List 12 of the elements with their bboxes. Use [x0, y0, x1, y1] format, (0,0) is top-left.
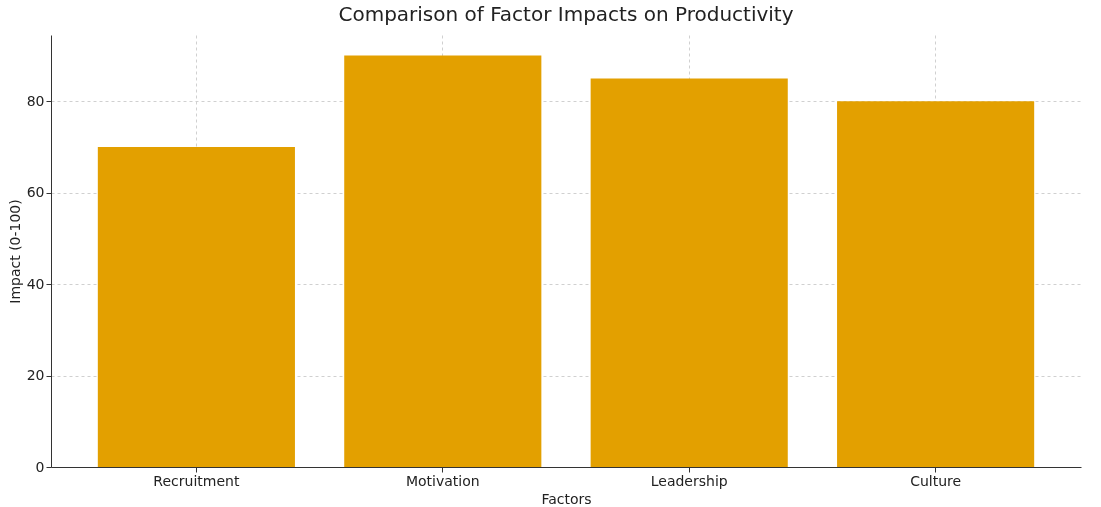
x-tick-label: Motivation	[405, 472, 480, 489]
y-tick-label: 40	[26, 275, 45, 292]
y-tick-label: 80	[26, 92, 45, 109]
x-tick-label: Leadership	[650, 472, 728, 489]
x-tick-label: Recruitment	[153, 472, 240, 489]
y-tick-label: 60	[26, 184, 45, 201]
y-tick-label: 0	[35, 458, 45, 475]
chart-title: Comparison of Factor Impacts on Productivity	[338, 2, 794, 26]
x-axis-title: Factors	[541, 490, 592, 507]
y-tick-label: 20	[26, 367, 45, 384]
y-axis-title: Impact (0-100)	[6, 199, 23, 304]
x-tick-label: Culture	[910, 472, 962, 489]
